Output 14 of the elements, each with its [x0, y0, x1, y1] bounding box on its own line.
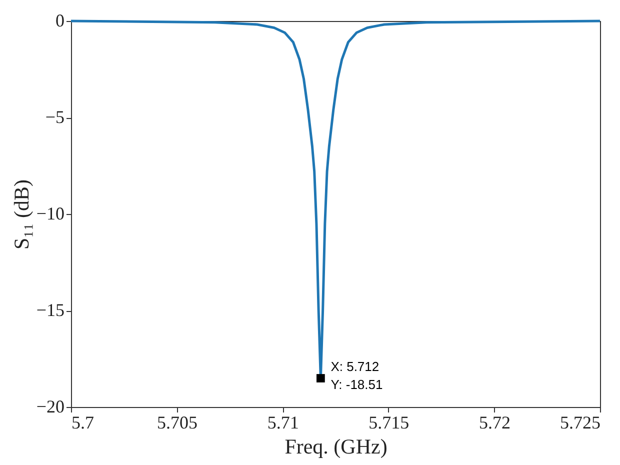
y-tick-label: −20 [36, 396, 64, 416]
annotation: X: 5.712 Y: -18.51 [330, 359, 383, 392]
x-tick-label: 5.705 [157, 412, 198, 432]
y-tick-label: 0 [56, 10, 64, 30]
y-tick-label: −5 [45, 107, 64, 127]
x-tick-label: 5.725 [560, 412, 600, 432]
x-tick-label: 5.72 [478, 412, 510, 432]
y-axis-title: S₁₁ (dB) [9, 179, 34, 250]
y-tick-label: −15 [36, 300, 64, 320]
x-tick-label: 5.715 [368, 412, 410, 432]
x-axis-title: Freq. (GHz) [284, 434, 388, 458]
y-tick-label: −10 [36, 204, 64, 224]
x-tick-label: 5.71 [267, 412, 299, 432]
x-tick-label: 5.7 [72, 412, 94, 432]
